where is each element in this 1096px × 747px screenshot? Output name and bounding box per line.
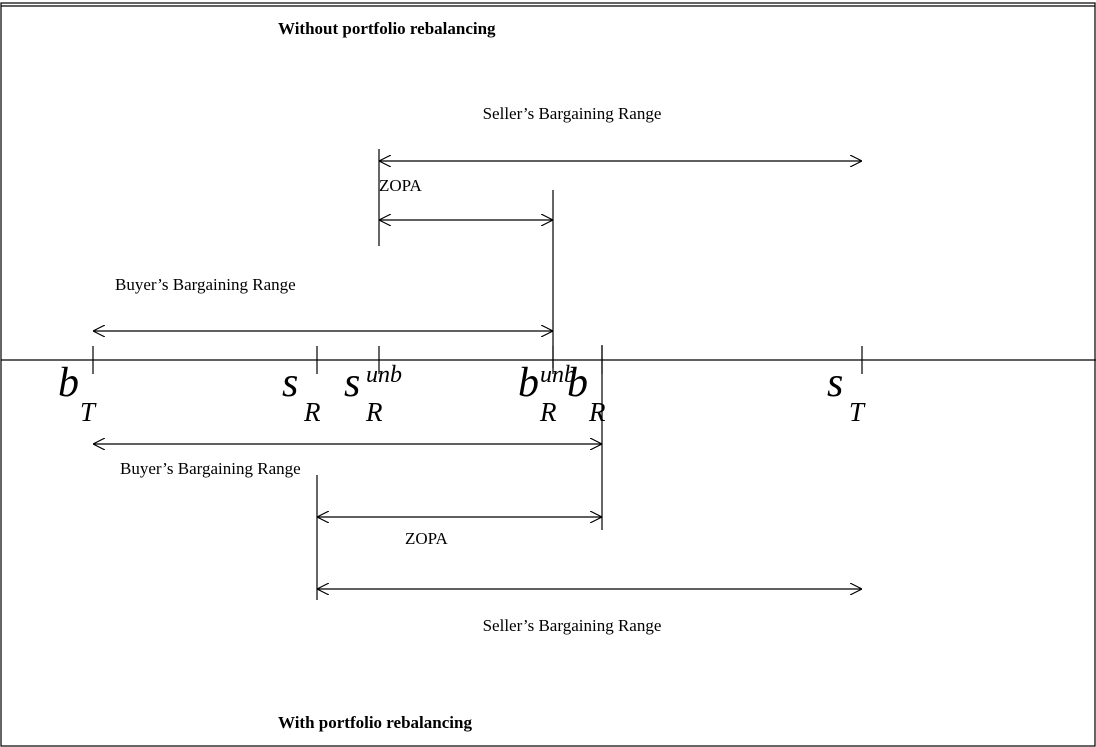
top-zopa-label: ZOPA — [379, 176, 423, 195]
point-base: s — [282, 360, 298, 406]
point-base: s — [344, 360, 360, 406]
point-sub: T — [849, 397, 866, 427]
point-base: b — [567, 360, 588, 406]
point-base: s — [827, 360, 843, 406]
bottom-title: With portfolio rebalancing — [278, 713, 472, 732]
top-buyer-label: Buyer’s Bargaining Range — [115, 275, 296, 294]
point-sub: R — [365, 397, 383, 427]
point-sup: unb — [366, 362, 402, 388]
point-sub: T — [80, 397, 97, 427]
bottom-zopa-label: ZOPA — [405, 529, 449, 548]
top-seller-label: Seller’s Bargaining Range — [483, 104, 662, 123]
point-base: b — [518, 360, 539, 406]
point-sub: R — [588, 397, 606, 427]
bottom-buyer-label: Buyer’s Bargaining Range — [120, 459, 301, 478]
point-sub: R — [539, 397, 557, 427]
point-sub: R — [303, 397, 321, 427]
bottom-seller-label: Seller’s Bargaining Range — [483, 616, 662, 635]
point-sup: unb — [540, 362, 576, 388]
point-base: b — [58, 360, 79, 406]
top-title: Without portfolio rebalancing — [278, 19, 496, 38]
